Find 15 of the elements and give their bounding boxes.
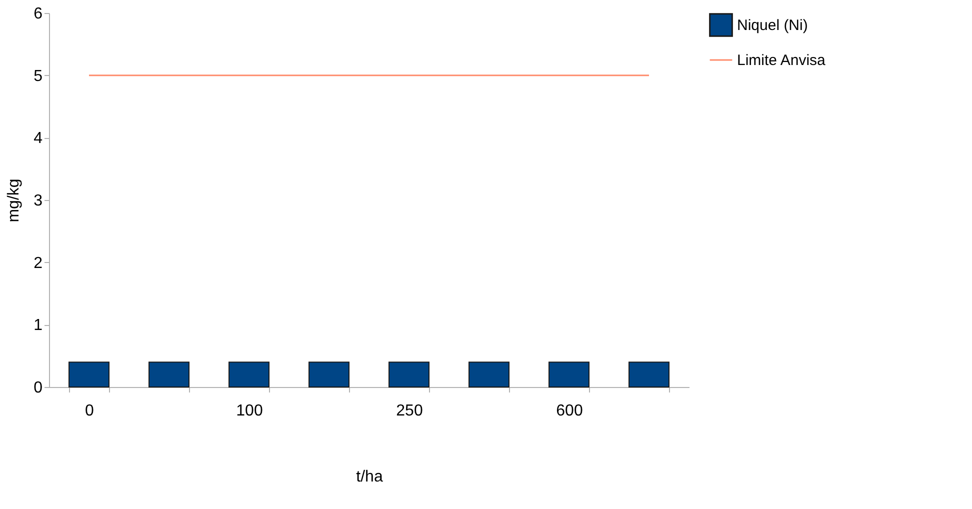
x-tick-label: 100 xyxy=(236,402,263,420)
y-tick-label: 3 xyxy=(34,192,43,210)
y-axis-title: mg/kg xyxy=(6,178,23,222)
x-tick-label: 0 xyxy=(85,402,94,420)
x-tick-label: 600 xyxy=(556,402,583,420)
x-axis-title: t/ha xyxy=(356,468,383,486)
y-tick-label: 0 xyxy=(34,380,43,396)
y-tick-label: 4 xyxy=(34,130,43,148)
y-tick-label: 5 xyxy=(34,68,43,85)
y-tick-label: 2 xyxy=(34,254,43,272)
x-tick-label: 250 xyxy=(396,402,423,420)
y-tick-label: 1 xyxy=(34,317,43,334)
legend-label: Limite Anvisa xyxy=(737,52,826,69)
legend-label: Niquel (Ni) xyxy=(737,17,808,34)
y-tick-label: 6 xyxy=(34,6,43,22)
